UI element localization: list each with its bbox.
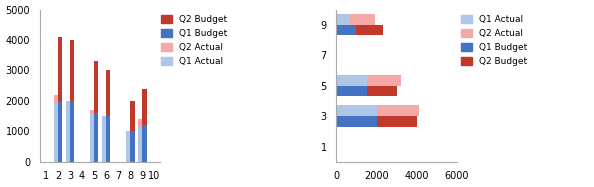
Bar: [58, 37, 62, 101]
Bar: [336, 25, 356, 35]
Bar: [126, 131, 130, 162]
Bar: [70, 40, 74, 101]
Bar: [336, 116, 377, 127]
Bar: [106, 70, 110, 116]
Bar: [377, 105, 419, 116]
Bar: [138, 128, 143, 162]
Bar: [54, 95, 58, 104]
Bar: [54, 104, 58, 162]
Bar: [336, 105, 377, 116]
Bar: [66, 101, 70, 162]
Bar: [143, 125, 147, 162]
Bar: [94, 61, 99, 113]
Bar: [58, 101, 62, 162]
Legend: Q1 Actual, Q2 Actual, Q1 Budget, Q2 Budget: Q1 Actual, Q2 Actual, Q1 Budget, Q2 Budg…: [457, 11, 531, 70]
Bar: [90, 110, 94, 113]
Bar: [336, 86, 366, 96]
Bar: [356, 25, 383, 35]
Bar: [366, 75, 401, 86]
Bar: [90, 113, 94, 162]
Bar: [377, 116, 417, 127]
Bar: [366, 86, 397, 96]
Bar: [94, 113, 99, 162]
Bar: [336, 75, 366, 86]
Bar: [70, 101, 74, 162]
Bar: [106, 116, 110, 162]
Bar: [102, 116, 106, 162]
Bar: [336, 14, 350, 25]
Legend: Q2 Budget, Q1 Budget, Q2 Actual, Q1 Actual: Q2 Budget, Q1 Budget, Q2 Actual, Q1 Actu…: [157, 11, 230, 70]
Bar: [143, 89, 147, 125]
Bar: [138, 119, 143, 128]
Bar: [130, 101, 135, 131]
Bar: [130, 131, 135, 162]
Bar: [350, 14, 375, 25]
